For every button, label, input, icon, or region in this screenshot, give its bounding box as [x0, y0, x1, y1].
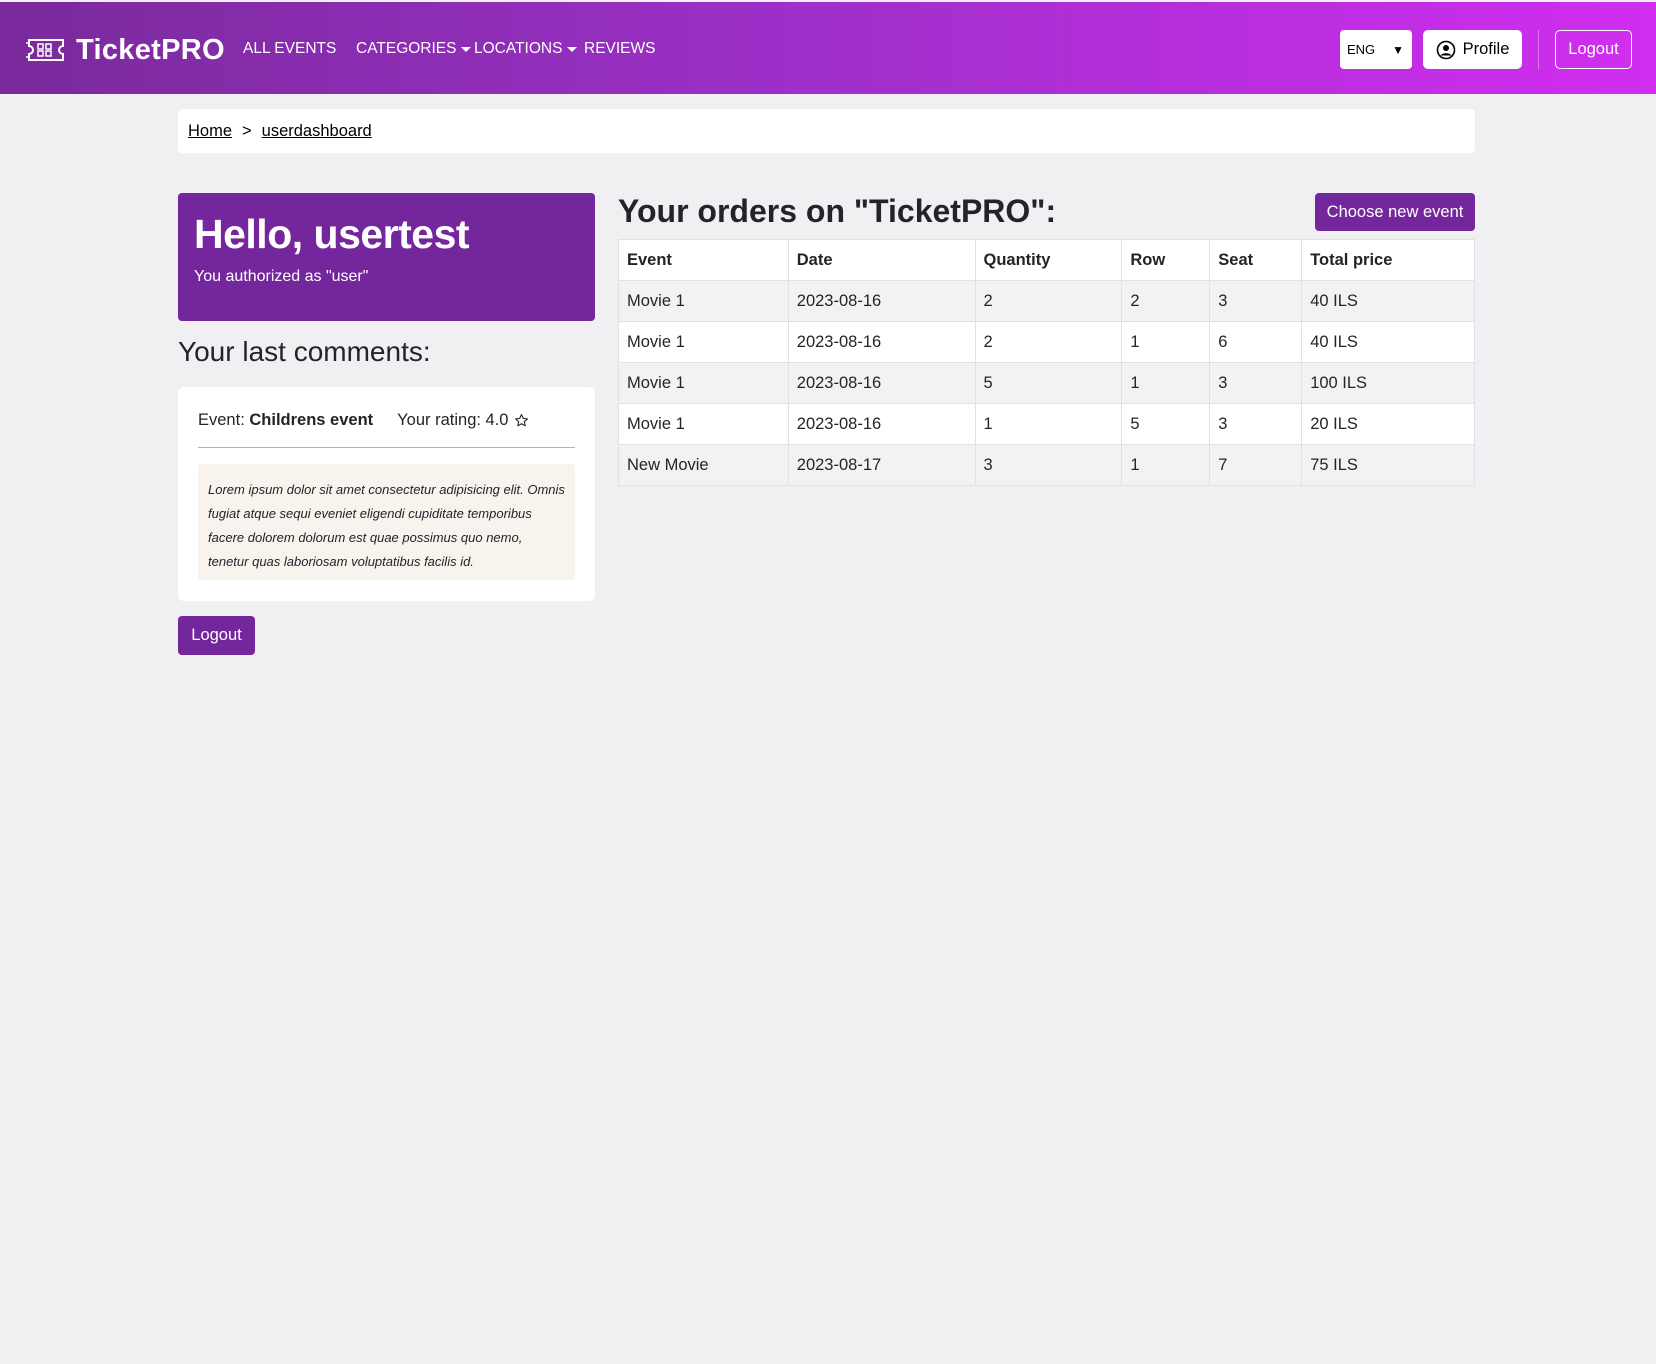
cell-date: 2023-08-16: [787, 362, 976, 404]
comment-event-prefix: Event:: [198, 411, 245, 429]
cell-total-price: 40 ILS: [1301, 321, 1475, 363]
comment-rating: Your rating: 4.0: [397, 411, 529, 430]
nav-divider: [1538, 30, 1539, 69]
comment-card: Event: Childrens event Your rating: 4.0 …: [178, 387, 595, 601]
cell-quantity: 3: [974, 444, 1123, 486]
nav-locations-label: LOCATIONS: [474, 40, 563, 57]
brand-name: TicketPRO: [76, 33, 225, 66]
navbar-logout-button[interactable]: Logout: [1555, 30, 1632, 69]
cell-date: 2023-08-17: [787, 444, 976, 486]
greeting-card: Hello, usertest You authorized as "user": [178, 193, 595, 321]
cell-event: Movie 1: [618, 403, 789, 445]
cell-row: 1: [1121, 444, 1211, 486]
cell-total-price: 20 ILS: [1301, 403, 1475, 445]
cell-quantity: 2: [974, 321, 1123, 363]
cell-quantity: 5: [974, 362, 1123, 404]
cell-event: Movie 1: [618, 321, 789, 363]
table-row: Movie 1 2023-08-16 2 1 6 40 ILS: [618, 321, 1475, 363]
cell-total-price: 75 ILS: [1301, 444, 1475, 486]
nav-categories-label: CATEGORIES: [356, 40, 457, 57]
cell-seat: 3: [1209, 280, 1303, 322]
comment-meta: Event: Childrens event Your rating: 4.0: [198, 411, 529, 430]
logout-button[interactable]: Logout: [178, 616, 255, 655]
cell-row: 1: [1121, 362, 1211, 404]
dropdown-arrow-icon: ▼: [1392, 42, 1404, 57]
breadcrumb-separator: >: [242, 121, 252, 140]
table-row: New Movie 2023-08-17 3 1 7 75 ILS: [618, 444, 1475, 486]
comment-divider: [198, 447, 575, 448]
nav-categories-dropdown[interactable]: CATEGORIES: [356, 40, 472, 58]
greeting-title: Hello, usertest: [194, 211, 470, 257]
column-header-row: Row: [1121, 239, 1211, 281]
star-outline-icon: [515, 414, 529, 427]
column-header-date: Date: [787, 239, 976, 281]
navbar-logout-label: Logout: [1568, 40, 1619, 58]
choose-new-event-label: Choose new event: [1326, 202, 1464, 221]
breadcrumb: Home > userdashboard: [178, 109, 1475, 153]
cell-seat: 3: [1209, 403, 1303, 445]
cell-total-price: 100 ILS: [1301, 362, 1475, 404]
ticket-logo-icon: [26, 39, 64, 61]
cell-event: Movie 1: [618, 280, 789, 322]
column-header-total-price: Total price: [1301, 239, 1475, 281]
logout-label: Logout: [191, 626, 242, 644]
language-select[interactable]: ENG ▼: [1340, 30, 1412, 69]
table-row: Movie 1 2023-08-16 5 1 3 100 ILS: [618, 362, 1475, 404]
table-row: Movie 1 2023-08-16 2 2 3 40 ILS: [618, 280, 1475, 322]
brand-link[interactable]: TicketPRO: [26, 30, 225, 70]
column-header-seat: Seat: [1209, 239, 1303, 281]
column-header-event: Event: [618, 239, 789, 281]
nav-all-events-label: ALL EVENTS: [243, 40, 337, 57]
orders-title: Your orders on "TicketPRO":: [618, 193, 1057, 229]
cell-date: 2023-08-16: [787, 403, 976, 445]
breadcrumb-home-link[interactable]: Home: [188, 121, 233, 140]
cell-row: 5: [1121, 403, 1211, 445]
user-circle-icon: [1436, 40, 1455, 59]
navbar: TicketPRO ALL EVENTS CATEGORIES LOCATION…: [0, 2, 1656, 94]
orders-header-row: Event Date Quantity Row Seat Total price: [618, 239, 1475, 281]
profile-button[interactable]: Profile: [1423, 30, 1522, 69]
profile-label: Profile: [1462, 40, 1510, 58]
cell-total-price: 40 ILS: [1301, 280, 1475, 322]
cell-event: Movie 1: [618, 362, 789, 404]
cell-row: 1: [1121, 321, 1211, 363]
comment-text: Lorem ipsum dolor sit amet consectetur a…: [198, 464, 575, 580]
caret-down-icon: [461, 46, 472, 52]
column-header-quantity: Quantity: [974, 239, 1123, 281]
cell-date: 2023-08-16: [787, 280, 976, 322]
breadcrumb-current-link[interactable]: userdashboard: [261, 121, 372, 140]
greeting-subtitle: You authorized as "user": [194, 268, 369, 285]
nav-reviews-label: REVIEWS: [584, 40, 656, 57]
nav-reviews[interactable]: REVIEWS: [584, 40, 655, 58]
cell-seat: 3: [1209, 362, 1303, 404]
comment-event-name: Childrens event: [249, 411, 374, 429]
comments-heading: Your last comments:: [178, 336, 431, 367]
orders-table: Event Date Quantity Row Seat Total price…: [618, 239, 1475, 486]
comment-rating-label: Your rating: 4.0: [397, 411, 509, 429]
cell-date: 2023-08-16: [787, 321, 976, 363]
nav-locations-dropdown[interactable]: LOCATIONS: [474, 40, 578, 58]
nav-all-events[interactable]: ALL EVENTS: [243, 40, 336, 58]
cell-event: New Movie: [618, 444, 789, 486]
cell-seat: 7: [1209, 444, 1303, 486]
caret-down-icon: [567, 46, 578, 52]
cell-quantity: 2: [974, 280, 1123, 322]
table-row: Movie 1 2023-08-16 1 5 3 20 ILS: [618, 403, 1475, 445]
cell-quantity: 1: [974, 403, 1123, 445]
cell-seat: 6: [1209, 321, 1303, 363]
language-value: ENG: [1347, 42, 1376, 57]
choose-new-event-button[interactable]: Choose new event: [1315, 193, 1475, 231]
cell-row: 2: [1121, 280, 1211, 322]
